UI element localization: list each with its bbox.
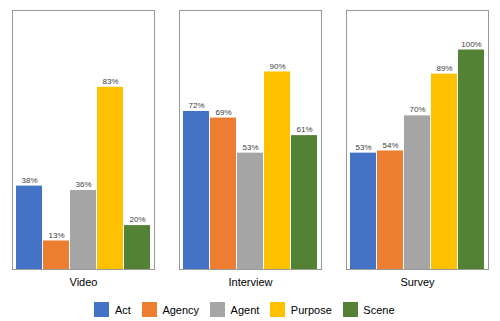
svg-text:89%: 89%: [436, 64, 452, 73]
svg-text:100%: 100%: [461, 40, 481, 49]
svg-text:70%: 70%: [409, 105, 425, 114]
svg-text:Video: Video: [70, 276, 98, 288]
svg-text:36%: 36%: [75, 180, 91, 189]
svg-text:90%: 90%: [269, 62, 285, 71]
html-text:Agency: Agency: [162, 303, 200, 316]
svg-text:Survey: Survey: [400, 276, 435, 288]
svg-text:61%: 61%: [296, 125, 312, 134]
svg-text:13%: 13%: [48, 231, 64, 240]
html-text:Purpose: Purpose: [290, 303, 332, 316]
svg-text:72%: 72%: [188, 101, 204, 110]
svg-text:83%: 83%: [102, 77, 118, 86]
html-text:Scene: Scene: [363, 303, 395, 316]
svg-text:20%: 20%: [129, 215, 145, 224]
svg-text:38%: 38%: [21, 176, 37, 185]
html-text:Act: Act: [115, 303, 131, 316]
svg-text:69%: 69%: [215, 108, 231, 117]
svg-text:Interview: Interview: [228, 276, 272, 288]
svg-text:53%: 53%: [355, 143, 371, 152]
svg-text:54%: 54%: [382, 141, 398, 150]
svg-text:53%: 53%: [242, 143, 258, 152]
html-text:Agent: Agent: [230, 303, 260, 316]
